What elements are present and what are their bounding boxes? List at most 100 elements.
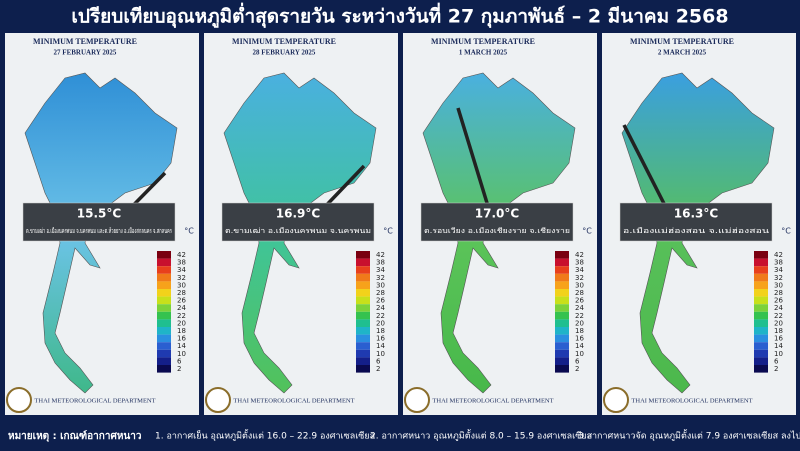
legend-label: 24 xyxy=(774,304,783,312)
legend-swatch xyxy=(356,296,370,305)
legend-swatch xyxy=(555,281,569,289)
legend-swatch xyxy=(157,266,171,274)
legend-label: 26 xyxy=(177,297,186,305)
legend-swatch xyxy=(754,311,768,320)
legend-swatch xyxy=(555,334,569,343)
agency-logo xyxy=(404,387,430,413)
map-date: 1 MARCH 2025 xyxy=(459,49,508,57)
map-panel: MINIMUM TEMPERATURE 1 MARCH 2025 17.0°C ต.ร… xyxy=(403,33,597,415)
min-temperature: 16.3°C xyxy=(674,207,719,221)
legend-swatch xyxy=(754,349,768,358)
legend-label: 16 xyxy=(177,335,186,343)
legend-swatch xyxy=(356,281,370,289)
legend-swatch xyxy=(157,349,171,358)
legend-label: 26 xyxy=(774,297,783,305)
legend-label: 28 xyxy=(774,289,783,297)
legend-swatch xyxy=(754,319,768,327)
map-date: 27 FEBRUARY 2025 xyxy=(54,49,117,57)
legend-swatch xyxy=(754,258,768,267)
agency-logo xyxy=(205,387,231,413)
legend-label: 20 xyxy=(774,319,783,327)
legend-label: 2 xyxy=(774,365,778,373)
thailand-map xyxy=(24,72,178,394)
legend-swatch xyxy=(157,334,171,343)
legend-swatch xyxy=(157,304,171,312)
legend-label: 16 xyxy=(575,335,584,343)
map-date: 28 FEBRUARY 2025 xyxy=(253,49,316,57)
footer-item: 2. อากาศหนาว อุณหภูมิตั้งแต่ 8.0 – 15.9 … xyxy=(370,429,593,442)
legend-swatch xyxy=(356,258,370,267)
legend-label: 6 xyxy=(376,357,381,365)
legend-swatch xyxy=(157,311,171,320)
legend-label: 20 xyxy=(575,319,584,327)
footer-item: 1. อากาศเย็น อุณหภูมิตั้งแต่ 16.0 – 22.9… xyxy=(155,429,376,442)
legend-label: 10 xyxy=(177,350,186,358)
legend-label: 42 xyxy=(376,251,385,259)
legend-swatch xyxy=(555,327,569,335)
legend-swatch xyxy=(754,281,768,289)
legend-swatch xyxy=(754,266,768,274)
legend-label: 2 xyxy=(575,365,579,373)
legend-label: 2 xyxy=(376,365,380,373)
legend-unit: °C xyxy=(383,227,393,236)
legend-unit: °C xyxy=(781,227,791,236)
legend-swatch xyxy=(555,251,569,259)
legend-label: 30 xyxy=(376,281,385,289)
agency-name: THAI METEOROLOGICAL DEPARTMENT xyxy=(631,397,752,404)
legend-label: 34 xyxy=(177,266,186,274)
agency-name: THAI METEOROLOGICAL DEPARTMENT xyxy=(34,397,155,404)
legend-swatch xyxy=(555,342,569,350)
legend-label: 6 xyxy=(774,357,779,365)
legend-label: 22 xyxy=(774,312,783,320)
map-heading: MINIMUM TEMPERATURE xyxy=(431,37,535,46)
legend-swatch xyxy=(356,311,370,320)
legend-swatch xyxy=(754,357,768,365)
min-temperature: 17.0°C xyxy=(475,207,520,221)
legend-swatch xyxy=(555,319,569,327)
legend-label: 18 xyxy=(177,327,186,335)
legend-swatch xyxy=(356,251,370,259)
thailand-map xyxy=(621,72,775,394)
legend-label: 22 xyxy=(575,312,584,320)
legend-label: 14 xyxy=(376,342,385,350)
map-heading: MINIMUM TEMPERATURE xyxy=(630,37,734,46)
legend-label: 10 xyxy=(774,350,783,358)
legend-label: 32 xyxy=(177,274,186,282)
legend-label: 24 xyxy=(575,304,584,312)
station-location: อ.เมืองแม่ฮ่องสอน จ.แม่ฮ่องสอน xyxy=(623,227,769,235)
footer-item: 3.อากาศหนาวจัด อุณหภูมิตั้งแต่ 7.9 องศาเ… xyxy=(578,429,800,442)
legend-label: 18 xyxy=(376,327,385,335)
legend-swatch xyxy=(356,357,370,365)
callout-box xyxy=(619,202,773,242)
legend-swatch xyxy=(157,251,171,259)
legend-swatch xyxy=(356,289,370,297)
legend-label: 28 xyxy=(575,289,584,297)
legend-label: 42 xyxy=(177,251,186,259)
callout-box xyxy=(221,202,375,242)
map-date: 2 MARCH 2025 xyxy=(658,49,707,57)
legend-label: 14 xyxy=(774,342,783,350)
min-temperature: 15.5°C xyxy=(77,207,122,221)
legend-label: 42 xyxy=(774,251,783,259)
legend-swatch xyxy=(754,251,768,259)
panels: MINIMUM TEMPERATURE 27 FEBRUARY 2025 15.5°… xyxy=(5,33,796,415)
legend-swatch xyxy=(157,289,171,297)
legend-label: 26 xyxy=(376,297,385,305)
legend-swatch xyxy=(157,296,171,305)
legend-swatch xyxy=(356,304,370,312)
legend-swatch xyxy=(555,349,569,358)
legend-swatch xyxy=(555,304,569,312)
map-panel: MINIMUM TEMPERATURE 27 FEBRUARY 2025 15.5°… xyxy=(5,33,199,415)
legend-label: 38 xyxy=(177,259,186,267)
legend-swatch xyxy=(157,281,171,289)
legend-swatch xyxy=(754,327,768,335)
legend-swatch xyxy=(555,289,569,297)
min-temperature: 16.9°C xyxy=(276,207,321,221)
legend-label: 38 xyxy=(376,259,385,267)
legend-label: 20 xyxy=(376,319,385,327)
footer-note: หมายเหตุ : เกณฑ์อากาศหนาว xyxy=(8,430,142,442)
legend-swatch xyxy=(157,273,171,282)
legend-swatch xyxy=(555,258,569,267)
agency-logo xyxy=(603,387,629,413)
